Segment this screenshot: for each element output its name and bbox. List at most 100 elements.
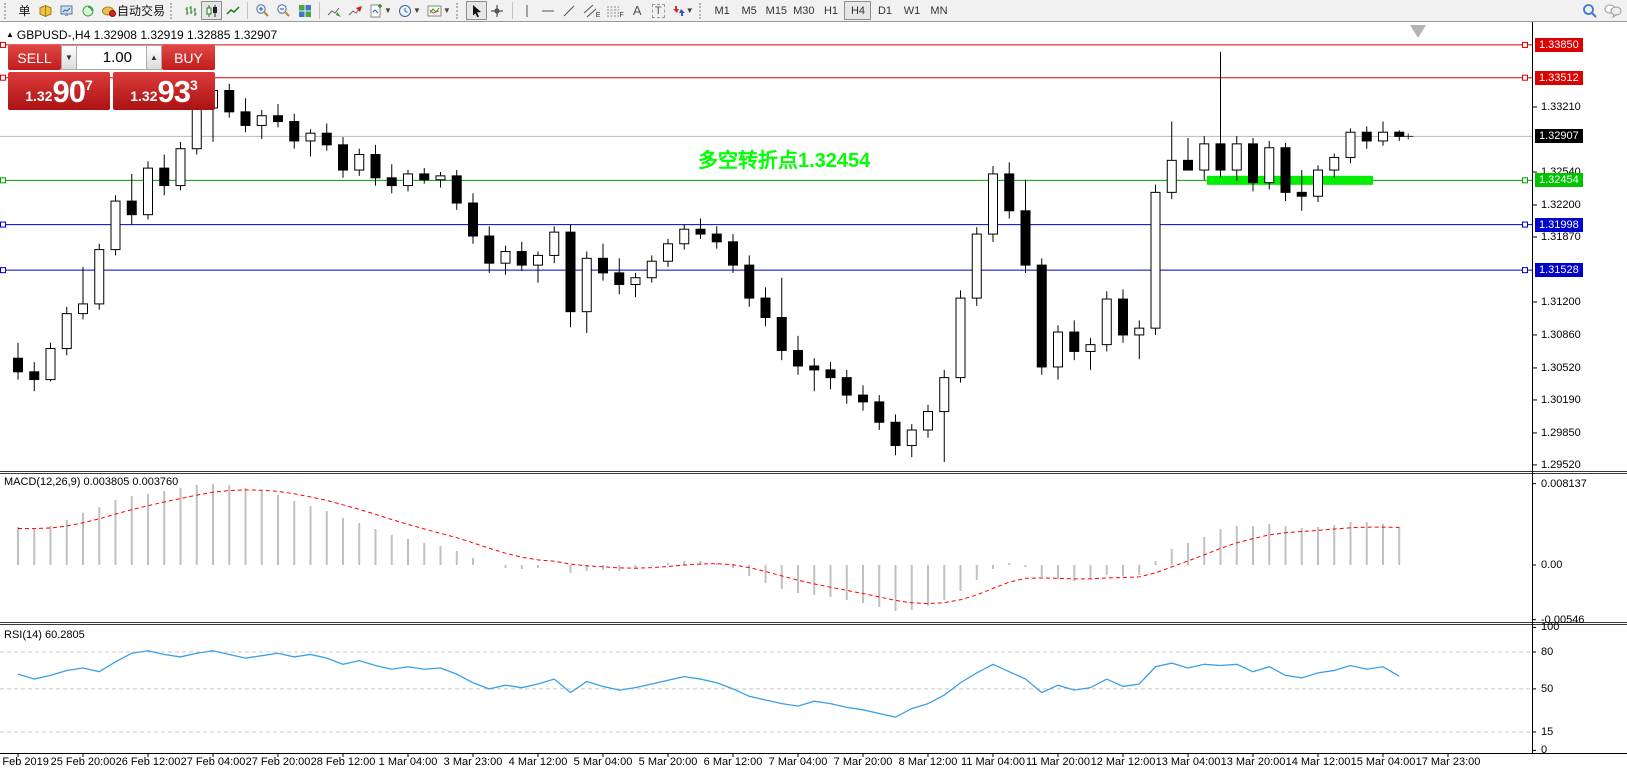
- candle-body: [874, 401, 885, 423]
- volume-input[interactable]: 1.00: [77, 45, 146, 70]
- trendline-button[interactable]: [559, 1, 580, 20]
- rsi-scale-label: 0: [1541, 744, 1548, 757]
- candle-body: [516, 251, 527, 266]
- tab-m30[interactable]: M30: [793, 4, 815, 17]
- candle-body: [1313, 169, 1323, 197]
- text-button[interactable]: A: [627, 1, 648, 20]
- chevron-down-icon: ▼: [384, 6, 392, 15]
- sell-price-prefix: 1.32: [25, 88, 53, 104]
- candle-body: [78, 303, 88, 315]
- line-endpoint: [0, 41, 6, 48]
- price-axis[interactable]: 1.33210 1.32540 1.32200 1.31870 1.31200 1.308…: [1533, 0, 1627, 772]
- level-price-label: 1.33850: [1535, 37, 1583, 52]
- line-endpoint: [1522, 221, 1528, 228]
- candle-body: [711, 233, 722, 243]
- candle-body: [825, 369, 836, 379]
- candle-body: [955, 297, 966, 379]
- candle-body: [1199, 143, 1210, 171]
- tab-w1[interactable]: W1: [903, 4, 921, 17]
- candle-body: [841, 377, 852, 396]
- time-tick-label: 3 Mar 23:00: [443, 756, 503, 768]
- toolbar-separator: [319, 2, 321, 19]
- channel-icon: [583, 4, 598, 18]
- autotrading-button[interactable]: 自动交易: [98, 1, 168, 20]
- volume-decrease-button[interactable]: ▼: [61, 45, 77, 70]
- market-watch-button[interactable]: [35, 1, 56, 20]
- text-a-icon: A: [632, 3, 642, 18]
- tab-d1[interactable]: D1: [877, 4, 892, 17]
- time-tick-label: 27 Feb 20:00: [245, 756, 311, 768]
- candle-body: [1394, 131, 1405, 137]
- text-label-button[interactable]: T: [648, 1, 669, 20]
- candle-body: [126, 200, 137, 216]
- current-price-label: 1.32907: [1535, 129, 1583, 144]
- volume-increase-button[interactable]: ▲: [146, 45, 162, 70]
- time-tick-label: 15 Mar 04:00: [1350, 756, 1416, 768]
- indicators-button[interactable]: ▼: [366, 1, 395, 20]
- price-tick-label: 1.33210: [1541, 101, 1581, 113]
- rsi-scale-label: 80: [1541, 646, 1554, 658]
- auto-scroll-button[interactable]: [324, 1, 345, 20]
- candle-body: [94, 249, 105, 305]
- candle-body: [45, 348, 56, 381]
- level-price-label: 1.31998: [1535, 217, 1583, 232]
- candle-body: [500, 251, 511, 264]
- search-button[interactable]: [1579, 1, 1601, 20]
- candle-body: [1004, 173, 1015, 212]
- candle-body: [744, 264, 755, 299]
- main-toolbar: 单 自动交易 ▼ ▼ ▼ E F A T ▼ M1 M5 M15 M30 H1 …: [0, 0, 1627, 22]
- sell-button[interactable]: SELL: [8, 45, 61, 70]
- horizontal-line-button[interactable]: [538, 1, 559, 20]
- tab-m5[interactable]: M5: [741, 4, 757, 17]
- tab-m15[interactable]: M15: [765, 4, 788, 17]
- down-arrow-icon: [1410, 25, 1426, 38]
- candle-body: [451, 175, 462, 204]
- tile-windows-button[interactable]: [294, 1, 315, 20]
- zoom-in-button[interactable]: [252, 1, 273, 20]
- line-chart-button[interactable]: [222, 1, 243, 20]
- chat-button[interactable]: [1601, 1, 1625, 20]
- buy-price-button[interactable]: 1.32 93 3: [113, 72, 215, 110]
- fibonacci-button[interactable]: F: [603, 1, 626, 20]
- new-order-button[interactable]: 单: [14, 1, 35, 20]
- candle-body: [1101, 298, 1112, 346]
- arrows-button[interactable]: ▼: [669, 1, 697, 20]
- candlestick-chart-button[interactable]: [201, 1, 223, 20]
- toolbar-gripper[interactable]: [698, 2, 706, 19]
- candle-body: [289, 121, 300, 142]
- candle-body: [679, 228, 690, 245]
- toolbar-gripper[interactable]: [4, 2, 11, 19]
- candle-body: [419, 173, 430, 181]
- toolbar-gripper[interactable]: [170, 2, 177, 19]
- tab-h4[interactable]: H4: [844, 1, 872, 20]
- tab-m1[interactable]: M1: [714, 4, 730, 17]
- candle-body: [305, 132, 316, 142]
- toolbar-gripper[interactable]: [455, 2, 463, 19]
- zoom-out-button[interactable]: [273, 1, 294, 20]
- time-tick-label: 28 Feb 12:00: [310, 756, 376, 768]
- price-tick-label: 1.29850: [1541, 426, 1581, 439]
- time-tick-label: 7 Mar 04:00: [768, 756, 828, 768]
- book-icon: [38, 4, 53, 18]
- candle-body: [370, 154, 381, 179]
- cursor-button[interactable]: [465, 1, 487, 20]
- navigator-button[interactable]: [77, 1, 98, 20]
- vertical-line-button[interactable]: [517, 1, 538, 20]
- chart-shift-button[interactable]: [345, 1, 366, 20]
- crosshair-button[interactable]: [487, 1, 508, 20]
- tab-h1[interactable]: H1: [823, 4, 838, 17]
- templates-button[interactable]: ▼: [424, 1, 454, 20]
- tab-mn[interactable]: MN: [930, 4, 948, 17]
- data-window-button[interactable]: [56, 1, 77, 20]
- sell-price-button[interactable]: 1.32 90 7: [8, 72, 110, 110]
- candle-body: [906, 429, 917, 447]
- periods-button[interactable]: ▼: [395, 1, 424, 20]
- arrows-icon: [672, 4, 685, 18]
- time-tick-label: 12 Mar 12:00: [1090, 756, 1156, 768]
- bar-chart-button[interactable]: [180, 1, 201, 20]
- equidistant-channel-button[interactable]: E: [580, 1, 604, 20]
- collapse-triangle-icon[interactable]: ▲: [6, 30, 14, 39]
- buy-button[interactable]: BUY: [162, 45, 215, 70]
